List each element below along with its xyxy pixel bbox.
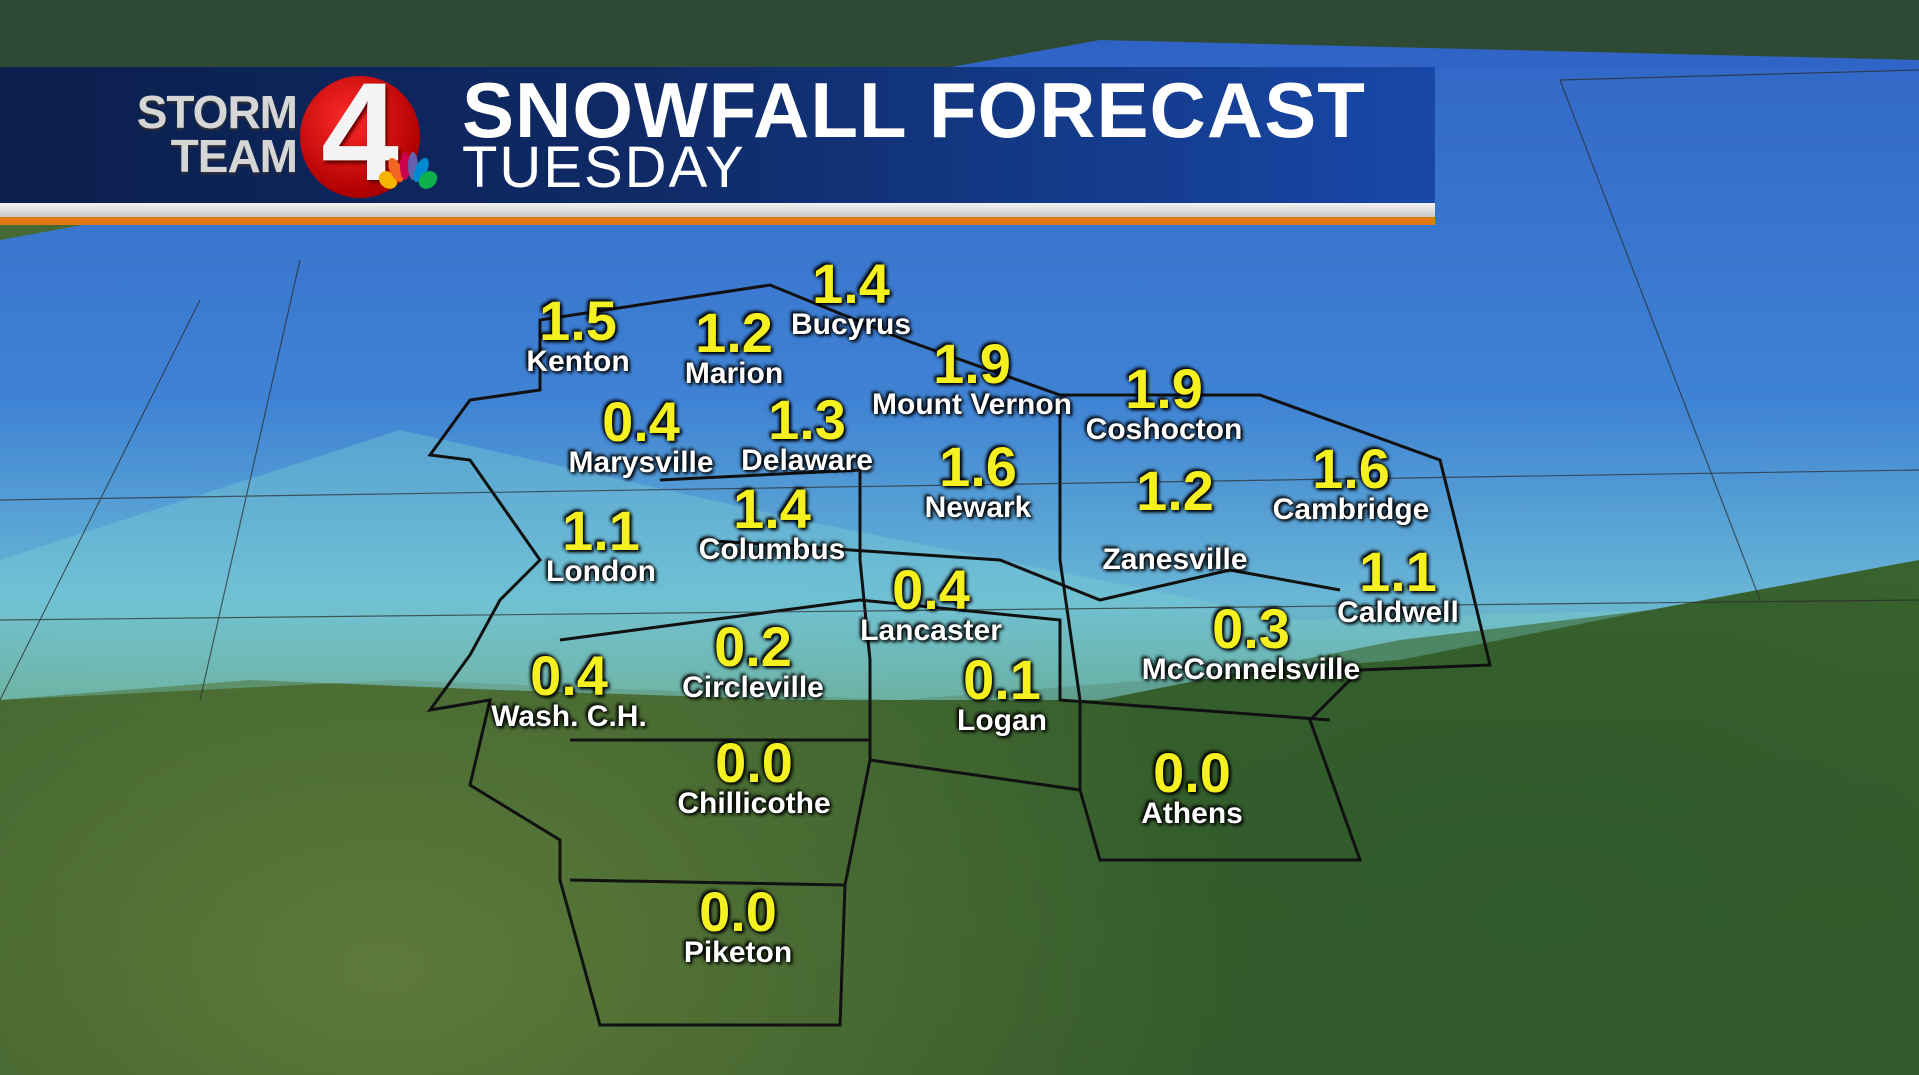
- county-grid: [0, 69, 1919, 701]
- snow-value: 1.3: [768, 388, 846, 451]
- location-label: 0.1 Logan: [957, 648, 1047, 737]
- city-name: Kenton: [526, 345, 630, 378]
- snow-value: 1.1: [562, 499, 640, 562]
- page-subtitle: TUESDAY: [462, 135, 746, 200]
- logo-line-2: TEAM: [170, 130, 298, 182]
- snow-value: 1.6: [939, 435, 1017, 498]
- city-name: Lancaster: [860, 614, 1002, 647]
- location-label: 0.3 McConnelsville: [1141, 597, 1361, 686]
- snow-value: 1.1: [1359, 540, 1437, 603]
- city-name: Caldwell: [1337, 596, 1459, 629]
- city-name: Marion: [684, 357, 784, 390]
- snow-value: 0.4: [892, 558, 970, 621]
- city-name: Columbus: [698, 533, 846, 566]
- location-label: 0.0 Athens: [1141, 741, 1243, 830]
- snow-value: 0.2: [714, 615, 792, 678]
- header-banner: [0, 67, 1435, 203]
- snow-value: 1.6: [1312, 437, 1390, 500]
- location-label: 1.4 Bucyrus: [790, 252, 912, 341]
- location-label: 1.1 Caldwell: [1337, 540, 1459, 629]
- location-label: 1.3 Delaware: [741, 388, 873, 477]
- location-label: 0.4 Wash. C.H.: [491, 644, 647, 733]
- city-name: Coshocton: [1085, 413, 1243, 446]
- snow-band-light: [0, 430, 1650, 700]
- banner-stripe: [0, 203, 1435, 217]
- nbc-peacock-icon: [378, 152, 438, 189]
- location-label: 0.2 Circleville: [682, 615, 824, 704]
- snow-value: 1.9: [1125, 357, 1203, 420]
- location-label: 1.9 Mount Vernon: [872, 332, 1072, 421]
- city-name: Cambridge: [1272, 493, 1430, 526]
- city-name: Zanesville: [1102, 543, 1248, 576]
- location-label: 1.2 Marion: [684, 301, 784, 390]
- city-name: Newark: [924, 491, 1032, 524]
- location-label: 0.0 Chillicothe: [677, 731, 831, 820]
- location-label: 1.4 Columbus: [698, 477, 846, 566]
- city-name: Bucyrus: [790, 308, 912, 341]
- location-label: 1.9 Coshocton: [1085, 357, 1243, 446]
- city-name: Chillicothe: [677, 787, 831, 820]
- city-name: Wash. C.H.: [491, 700, 647, 733]
- location-label: 1.1 London: [546, 499, 656, 588]
- city-name: Logan: [957, 704, 1047, 737]
- snow-value: 1.2: [1136, 459, 1214, 522]
- snow-value: 0.0: [699, 880, 777, 943]
- logo-line-1: STORM: [136, 86, 298, 138]
- snow-value: 1.5: [539, 289, 617, 352]
- city-name: Delaware: [741, 444, 873, 477]
- city-name: Circleville: [682, 671, 824, 704]
- location-label: 1.5 Kenton: [526, 289, 630, 378]
- city-name: McConnelsville: [1141, 653, 1361, 686]
- location-label: 0.4 Marysville: [568, 390, 714, 479]
- snow-value: 0.3: [1212, 597, 1290, 660]
- snow-value: 0.0: [1153, 741, 1231, 804]
- snow-value: 1.2: [695, 301, 773, 364]
- page-title: SNOWFALL FORECAST: [462, 66, 1366, 154]
- city-name: Marysville: [568, 446, 714, 479]
- station-logo-text: STORM TEAM: [102, 86, 298, 182]
- snow-value: 0.4: [530, 644, 608, 707]
- location-label: 1.6 Newark: [924, 435, 1032, 524]
- location-label: 0.4 Lancaster: [860, 558, 1002, 647]
- city-name: Piketon: [683, 936, 793, 969]
- city-name: Mount Vernon: [872, 388, 1072, 421]
- snow-value: 0.0: [715, 731, 793, 794]
- location-label: 1.6 Cambridge: [1272, 437, 1430, 526]
- snow-value: 0.4: [602, 390, 680, 453]
- county-outlines: [426, 283, 1492, 1027]
- city-name: London: [546, 555, 656, 588]
- city-name: Athens: [1141, 797, 1243, 830]
- location-label: 0.0 Piketon: [683, 880, 793, 969]
- snow-value: 1.9: [933, 332, 1011, 395]
- snow-value: 0.1: [963, 648, 1041, 711]
- banner-accent-stripe: [0, 217, 1435, 225]
- snow-value: 1.4: [733, 477, 811, 540]
- location-label: 1.2 Zanesville: [1102, 459, 1248, 576]
- snow-value: 1.4: [812, 252, 890, 315]
